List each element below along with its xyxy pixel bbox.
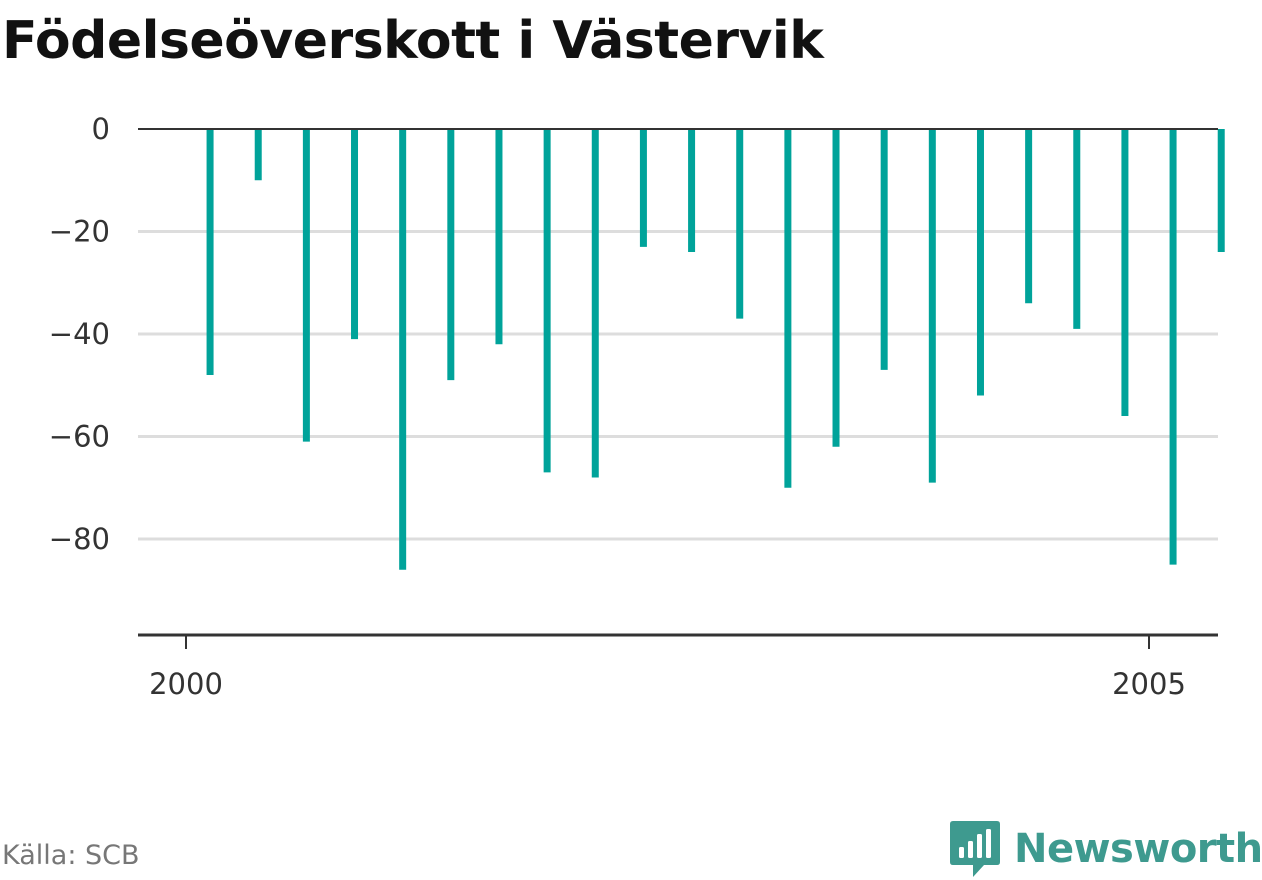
bar-chart-speech-bubble-icon xyxy=(950,821,1000,877)
y-axis-labels: 0 −20 −40 −60 −80 xyxy=(49,112,110,556)
bar xyxy=(639,129,647,247)
brand-logo: Newsworthy xyxy=(948,818,1262,880)
bar xyxy=(399,129,407,570)
y-tick-label: −80 xyxy=(49,522,110,556)
y-tick-label: −40 xyxy=(49,317,110,351)
bar xyxy=(1217,129,1225,252)
bar xyxy=(736,129,744,319)
bar xyxy=(302,129,310,442)
bar xyxy=(784,129,792,488)
source-note: Källa: SCB xyxy=(2,840,140,871)
bar xyxy=(1121,129,1129,416)
x-tick-label: 2000 xyxy=(149,667,223,701)
x-axis-labels: 200020052010201520202025 xyxy=(149,667,1186,701)
grid-lines xyxy=(138,230,1218,541)
y-tick-label: 0 xyxy=(92,112,110,146)
bar xyxy=(351,129,359,340)
bar xyxy=(1025,129,1033,304)
bar xyxy=(832,129,840,447)
bar xyxy=(543,129,551,473)
x-tick-label: 2005 xyxy=(1112,667,1186,701)
y-tick-label: −60 xyxy=(49,420,110,454)
bar xyxy=(688,129,696,252)
bar xyxy=(1169,129,1177,565)
bar xyxy=(976,129,984,396)
bar xyxy=(1073,129,1081,329)
axes xyxy=(138,128,1218,649)
y-tick-label: −20 xyxy=(49,215,110,249)
brand-name: Newsworthy xyxy=(1014,826,1262,872)
bar xyxy=(591,129,599,478)
bar xyxy=(447,129,455,381)
bar xyxy=(880,129,888,370)
bar-series xyxy=(206,129,1225,570)
bar xyxy=(254,129,262,181)
chart-title: Födelseöverskott i Västervik xyxy=(2,11,824,71)
bar xyxy=(495,129,503,345)
bar xyxy=(206,129,214,375)
bar xyxy=(928,129,936,483)
